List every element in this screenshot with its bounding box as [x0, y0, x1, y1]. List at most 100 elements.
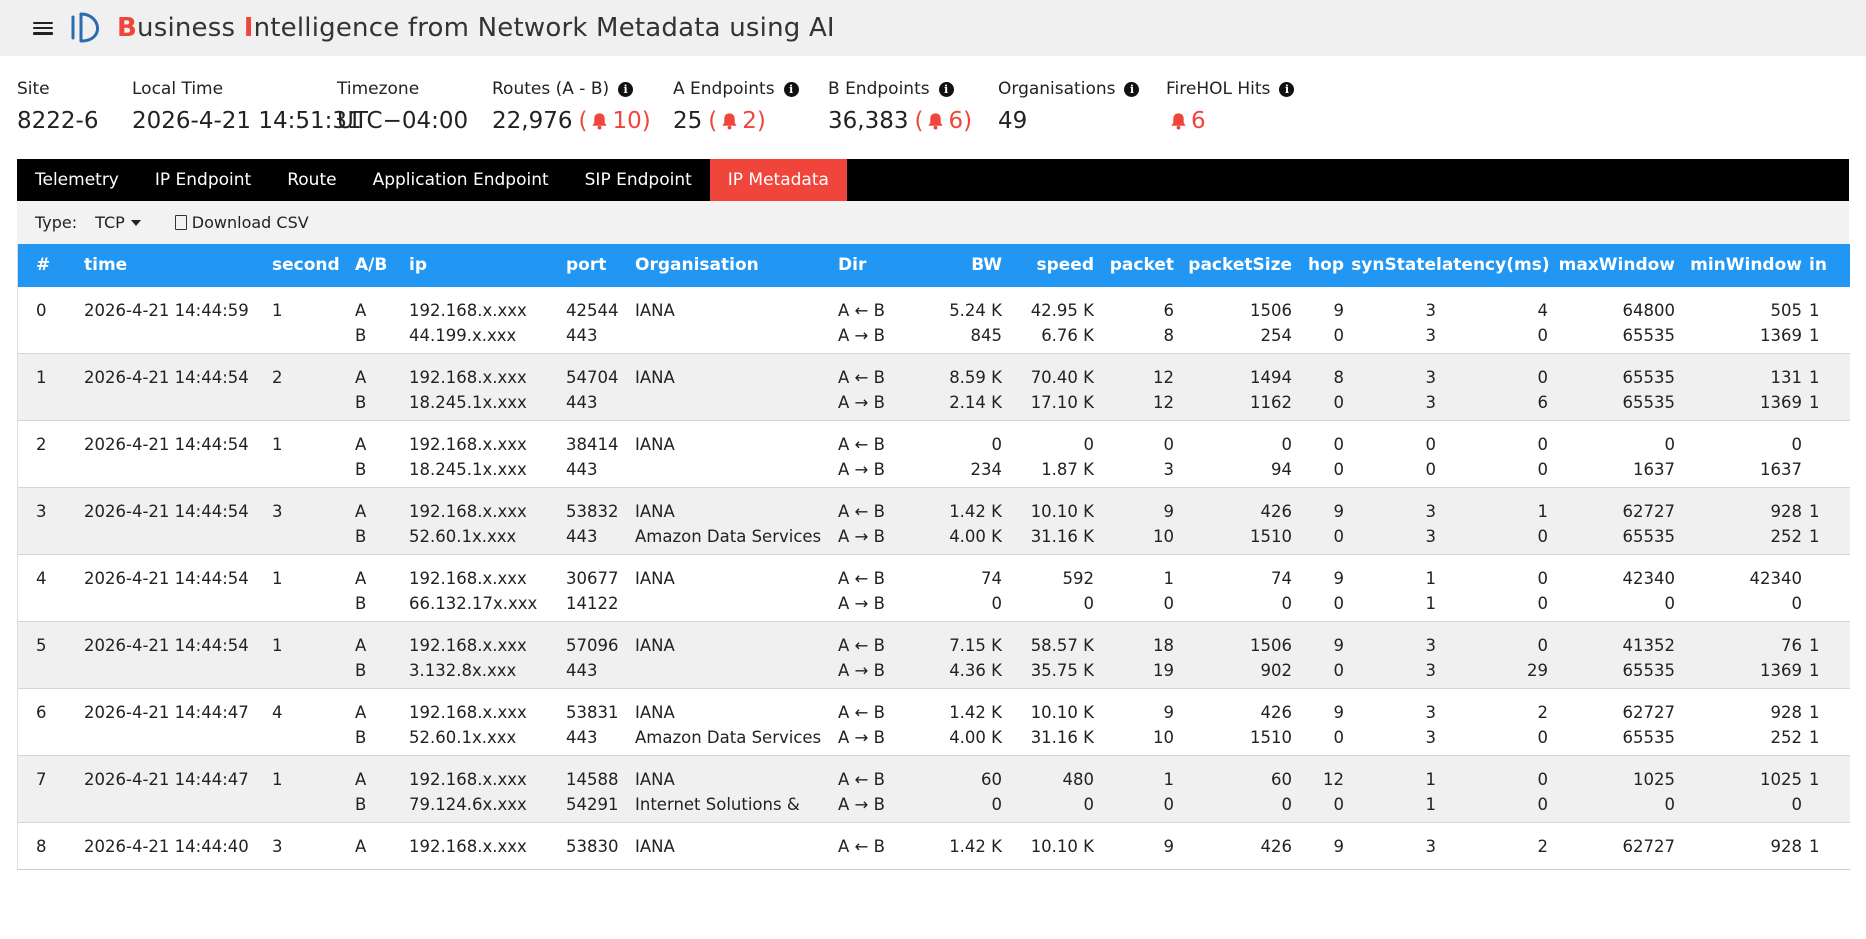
alert-badge[interactable]: (2) — [708, 108, 766, 134]
column-header-packetsize[interactable]: packetSize — [1188, 255, 1292, 275]
cell-speed: 0 — [1083, 435, 1095, 454]
stat-value: 6 — [1166, 108, 1316, 134]
cell-second: 1 — [272, 301, 283, 320]
table-row[interactable]: 8 2026-4-21 14:44:40 3 A 192.168.x.xxx 53830 I… — [18, 823, 1850, 869]
firehol-alert[interactable]: 6 — [1166, 108, 1206, 134]
cell-minW: 928 — [1770, 703, 1803, 722]
cell-minW: 1369 — [1760, 326, 1802, 345]
cell-second: 1 — [272, 569, 283, 588]
table-row[interactable]: 4 2026-4-21 14:44:54 1 A B 192.168.x.xxx 66.13… — [18, 555, 1850, 622]
info-icon[interactable]: i — [618, 81, 634, 97]
table-row[interactable]: 1 2026-4-21 14:44:54 2 A B 192.168.x.xxx 18.24… — [18, 354, 1850, 421]
cell-port: 443 — [566, 393, 598, 412]
hamburger-menu-icon[interactable] — [33, 21, 53, 35]
column-header-hop[interactable]: hop — [1308, 255, 1344, 275]
column-header-in[interactable]: in — [1809, 255, 1827, 275]
column-header-ip[interactable]: ip — [409, 255, 427, 275]
cell-lat: 0 — [1537, 795, 1549, 814]
paren: ( — [708, 108, 718, 134]
column-header-organisation[interactable]: Organisation — [635, 255, 759, 275]
cell-port: 54291 — [566, 795, 619, 814]
cell-ip: 52.60.1x.xxx — [409, 527, 517, 546]
alert-badge[interactable]: (6) — [914, 108, 972, 134]
info-icon[interactable]: i — [783, 81, 799, 97]
top-bar: Business Intelligence from Network Metad… — [0, 0, 1866, 56]
bell-icon — [1171, 113, 1186, 130]
cell-syn: 3 — [1425, 368, 1437, 387]
cell-dir: A → B — [838, 594, 885, 613]
column-header-bw[interactable]: BW — [971, 255, 1002, 275]
cell-packetSize: 1506 — [1250, 636, 1292, 655]
cell-bw: 2.14 K — [949, 393, 1002, 412]
cell-ip: 192.168.x.xxx — [409, 703, 527, 722]
table-row[interactable]: 3 2026-4-21 14:44:54 3 A B 192.168.x.xxx 52.60… — [18, 488, 1850, 555]
tab-ip-endpoint[interactable]: IP Endpoint — [154, 170, 252, 190]
cell-speed: 42.95 K — [1030, 301, 1094, 320]
type-dropdown[interactable]: TCP — [95, 213, 141, 232]
info-icon[interactable]: i — [938, 81, 954, 97]
column-header-time[interactable]: time — [84, 255, 128, 275]
stat-value-text: 49 — [998, 108, 1028, 134]
tab-application-endpoint[interactable]: Application Endpoint — [372, 170, 549, 190]
cell-ip: 44.199.x.xxx — [409, 326, 517, 345]
column-header-dir[interactable]: Dir — [838, 255, 867, 275]
column-header-a-b[interactable]: A/B — [355, 255, 388, 275]
tab-ip-metadata[interactable]: IP Metadata — [709, 159, 847, 201]
cell-dir: A ← B — [838, 301, 885, 320]
cell-packet: 10 — [1153, 728, 1174, 747]
column-header-packet[interactable]: packet — [1109, 255, 1174, 275]
stat-label-text: Organisations — [998, 79, 1116, 99]
column-header-latency-ms[interactable]: latency(ms) — [1436, 255, 1550, 275]
cell-lat: 0 — [1537, 770, 1549, 789]
info-icon[interactable]: i — [1124, 81, 1140, 97]
cell-hop: 0 — [1333, 393, 1345, 412]
download-csv-button[interactable]: Download CSV — [174, 213, 309, 232]
cell-lat: 0 — [1537, 569, 1549, 588]
cell-port: 53830 — [566, 837, 619, 856]
cell-lat: 0 — [1537, 368, 1549, 387]
title-part: B — [117, 13, 138, 43]
cell-hop: 9 — [1333, 636, 1345, 655]
table-row[interactable]: 6 2026-4-21 14:44:47 4 A B 192.168.x.xxx 52.60… — [18, 689, 1850, 756]
table-row[interactable]: 7 2026-4-21 14:44:47 1 A B 192.168.x.xxx 79.12… — [18, 756, 1850, 823]
cell-org: IANA — [635, 837, 675, 856]
table-row[interactable]: 0 2026-4-21 14:44:59 1 A B 192.168.x.xxx 44.19… — [18, 287, 1850, 354]
cell-n: 0 — [36, 301, 47, 320]
cell-port: 443 — [566, 728, 598, 747]
table-row[interactable]: 2 2026-4-21 14:44:54 1 A B 192.168.x.xxx 18.24… — [18, 421, 1850, 488]
table-row[interactable]: 5 2026-4-21 14:44:54 1 A B 192.168.x.xxx 3.132… — [18, 622, 1850, 689]
cell-n: 1 — [36, 368, 47, 387]
caret-down-icon — [130, 219, 141, 226]
column-header-minwindow[interactable]: minWindow — [1690, 255, 1802, 275]
cell-hop: 0 — [1333, 527, 1345, 546]
cell-packetSize: 0 — [1281, 435, 1293, 454]
alert-count: 6 — [1191, 108, 1206, 134]
cell-org: IANA — [635, 368, 675, 387]
tab-telemetry[interactable]: Telemetry — [35, 170, 119, 190]
column-header-synstate[interactable]: synState — [1351, 255, 1436, 275]
column-header-speed[interactable]: speed — [1036, 255, 1094, 275]
info-icon[interactable]: i — [1279, 81, 1295, 97]
paren: ) — [963, 108, 973, 134]
tab-sip-endpoint[interactable]: SIP Endpoint — [584, 170, 692, 190]
cell-packetSize: 1162 — [1250, 393, 1292, 412]
stat-value: UTC−04:00 — [337, 108, 492, 134]
alert-badge[interactable]: (10) — [578, 108, 650, 134]
cell-bw: 60 — [981, 770, 1002, 789]
stat-label-text: FireHOL Hits — [1166, 79, 1271, 99]
cell-packet: 0 — [1163, 435, 1175, 454]
cell-ip: 18.245.1x.xxx — [409, 393, 527, 412]
cell-bw: 0 — [991, 435, 1003, 454]
cell-n: 8 — [36, 837, 47, 856]
tab-route[interactable]: Route — [287, 170, 337, 190]
column-header-[interactable]: # — [36, 255, 51, 275]
cell-maxW: 1637 — [1633, 460, 1675, 479]
cell-packet: 6 — [1163, 301, 1175, 320]
column-header-second[interactable]: second — [272, 255, 340, 275]
cell-maxW: 62727 — [1622, 703, 1676, 722]
cell-speed: 70.40 K — [1030, 368, 1094, 387]
cell-minW: 1369 — [1760, 393, 1802, 412]
column-header-port[interactable]: port — [566, 255, 607, 275]
column-header-maxwindow[interactable]: maxWindow — [1558, 255, 1675, 275]
cell-bw: 1.42 K — [949, 837, 1002, 856]
